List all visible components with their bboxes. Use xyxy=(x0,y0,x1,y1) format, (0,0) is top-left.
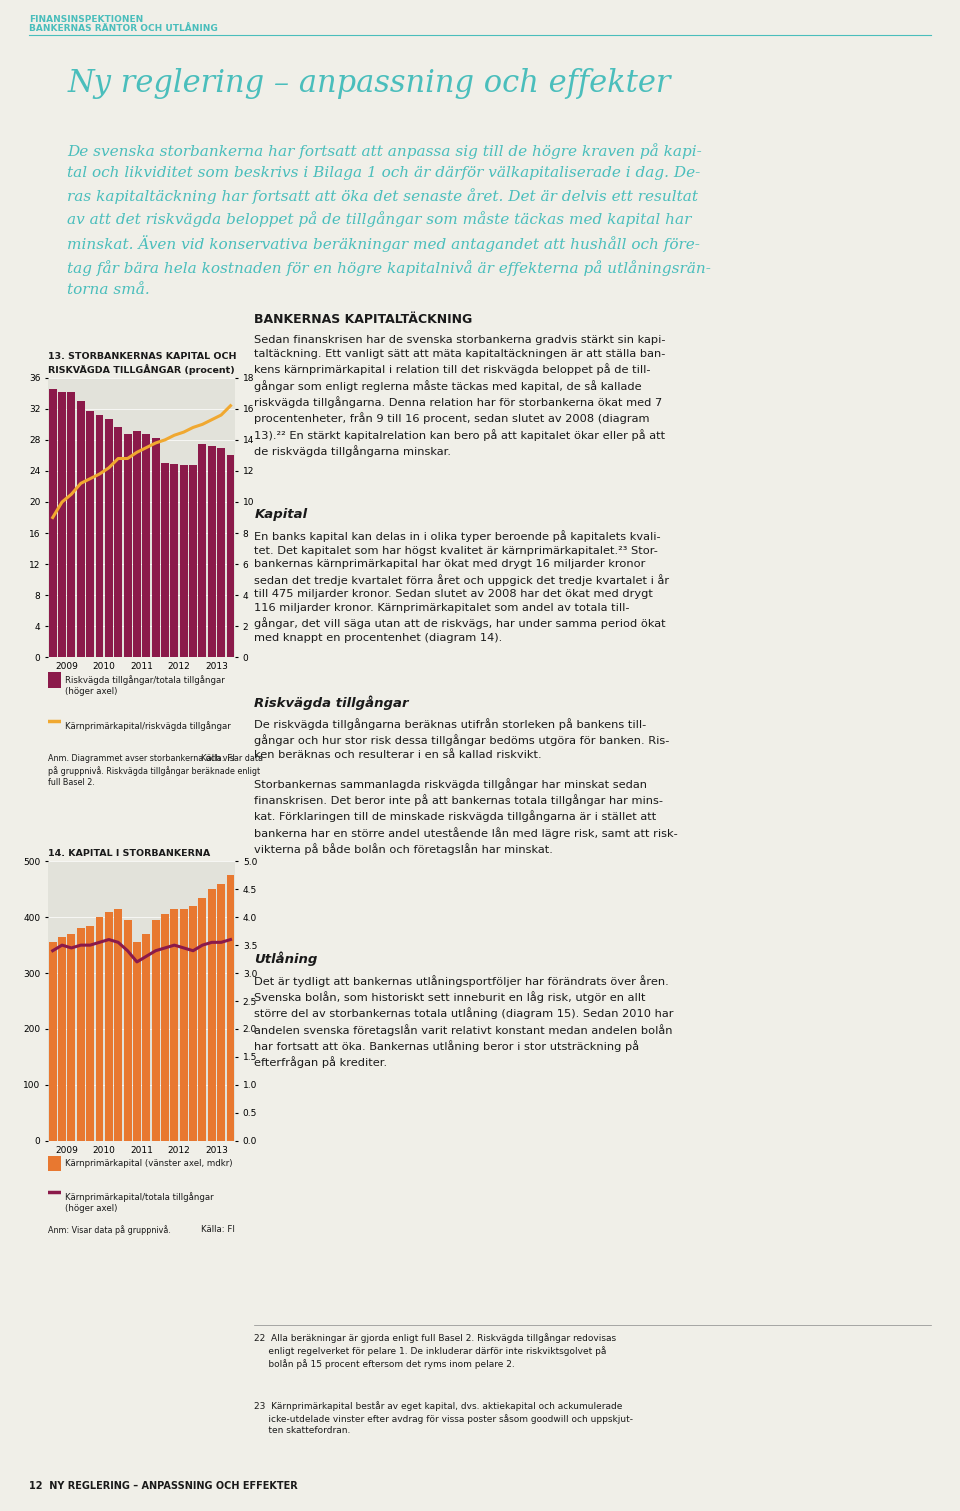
Text: Källa: FI: Källa: FI xyxy=(202,1225,235,1234)
Bar xyxy=(142,934,151,1141)
Text: En banks kapital kan delas in i olika typer beroende på kapitalets kvali-
tet. D: En banks kapital kan delas in i olika ty… xyxy=(254,530,669,644)
Bar xyxy=(199,444,206,657)
Bar xyxy=(180,908,188,1141)
Bar xyxy=(124,434,132,657)
Bar xyxy=(199,898,206,1141)
Bar xyxy=(152,438,159,657)
Bar xyxy=(189,907,197,1141)
Bar xyxy=(67,391,76,657)
Bar xyxy=(132,431,141,657)
Bar xyxy=(152,920,159,1141)
Bar xyxy=(124,920,132,1141)
Bar xyxy=(95,917,104,1141)
Bar xyxy=(58,391,66,657)
Bar xyxy=(227,875,234,1141)
Bar xyxy=(161,464,169,657)
Bar xyxy=(170,464,179,657)
Bar xyxy=(227,455,234,657)
Text: 23  Kärnprimärkapital består av eget kapital, dvs. aktiekapital och ackumulerade: 23 Kärnprimärkapital består av eget kapi… xyxy=(254,1401,634,1435)
Bar xyxy=(132,943,141,1141)
Text: Ny reglering – anpassning och effekter: Ny reglering – anpassning och effekter xyxy=(67,68,671,100)
Bar xyxy=(180,465,188,657)
Text: De svenska storbankerna har fortsatt att anpassa sig till de högre kraven på kap: De svenska storbankerna har fortsatt att… xyxy=(67,144,711,296)
Bar xyxy=(95,416,104,657)
Text: Kärnprimärkapital/totala tillgångar
(höger axel): Kärnprimärkapital/totala tillgångar (hög… xyxy=(65,1192,214,1213)
Text: Kärnprimärkapital/riskvägda tillgångar: Kärnprimärkapital/riskvägda tillgångar xyxy=(65,721,231,731)
Bar xyxy=(207,888,216,1141)
Bar xyxy=(105,419,113,657)
Bar xyxy=(189,465,197,657)
Text: Anm. Diagrammet avser storbankerna och visar data
på gruppnivå. Riskvägda tillgå: Anm. Diagrammet avser storbankerna och v… xyxy=(48,754,263,787)
Bar xyxy=(77,928,84,1141)
Text: BANKERNAS KAPITALTÄCKNING: BANKERNAS KAPITALTÄCKNING xyxy=(254,313,472,326)
Bar xyxy=(49,390,57,657)
Text: Riskvägda tillgångar: Riskvägda tillgångar xyxy=(254,695,409,710)
Text: 13. STORBANKERNAS KAPITAL OCH
RISKVÄGDA TILLGÅNGAR (procent): 13. STORBANKERNAS KAPITAL OCH RISKVÄGDA … xyxy=(48,352,236,375)
Text: Kärnprimärkapital (vänster axel, mdkr): Kärnprimärkapital (vänster axel, mdkr) xyxy=(65,1159,232,1168)
Text: 22  Alla beräkningar är gjorda enligt full Basel 2. Riskvägda tillgångar redovis: 22 Alla beräkningar är gjorda enligt ful… xyxy=(254,1333,616,1369)
Bar xyxy=(207,446,216,657)
Text: 14. KAPITAL I STORBANKERNA: 14. KAPITAL I STORBANKERNA xyxy=(48,849,210,858)
Text: De riskvägda tillgångarna beräknas utifrån storleken på bankens till-
gångar och: De riskvägda tillgångarna beräknas utifr… xyxy=(254,718,678,855)
Bar xyxy=(86,926,94,1141)
Bar xyxy=(170,908,179,1141)
Bar xyxy=(58,937,66,1141)
Bar xyxy=(77,400,84,657)
Bar xyxy=(114,428,122,657)
Text: Kapital: Kapital xyxy=(254,508,307,521)
Text: Det är tydligt att bankernas utlåningsportföljer har förändrats över åren.
Svens: Det är tydligt att bankernas utlåningspo… xyxy=(254,975,674,1068)
Text: 12  NY REGLERING – ANPASSNING OCH EFFEKTER: 12 NY REGLERING – ANPASSNING OCH EFFEKTE… xyxy=(29,1481,298,1491)
Bar xyxy=(105,911,113,1141)
Text: Anm: Visar data på gruppnivå.: Anm: Visar data på gruppnivå. xyxy=(48,1225,171,1236)
Bar xyxy=(161,914,169,1141)
Text: Sedan finanskrisen har de svenska storbankerna gradvis stärkt sin kapi-
taltäckn: Sedan finanskrisen har de svenska storba… xyxy=(254,335,666,458)
Bar xyxy=(142,434,151,657)
Text: Riskvägda tillgångar/totala tillgångar
(höger axel): Riskvägda tillgångar/totala tillgångar (… xyxy=(65,675,225,697)
Bar xyxy=(114,908,122,1141)
Bar xyxy=(49,943,57,1141)
Text: BANKERNAS RÄNTOR OCH UTLÅNING: BANKERNAS RÄNTOR OCH UTLÅNING xyxy=(29,24,218,33)
Bar xyxy=(217,447,226,657)
Bar xyxy=(86,411,94,657)
Text: Utlåning: Utlåning xyxy=(254,952,318,967)
Text: FINANSINSPEKTIONEN: FINANSINSPEKTIONEN xyxy=(29,15,143,24)
Bar xyxy=(67,934,76,1141)
Bar xyxy=(217,884,226,1141)
Text: Källa: FI: Källa: FI xyxy=(202,754,235,763)
